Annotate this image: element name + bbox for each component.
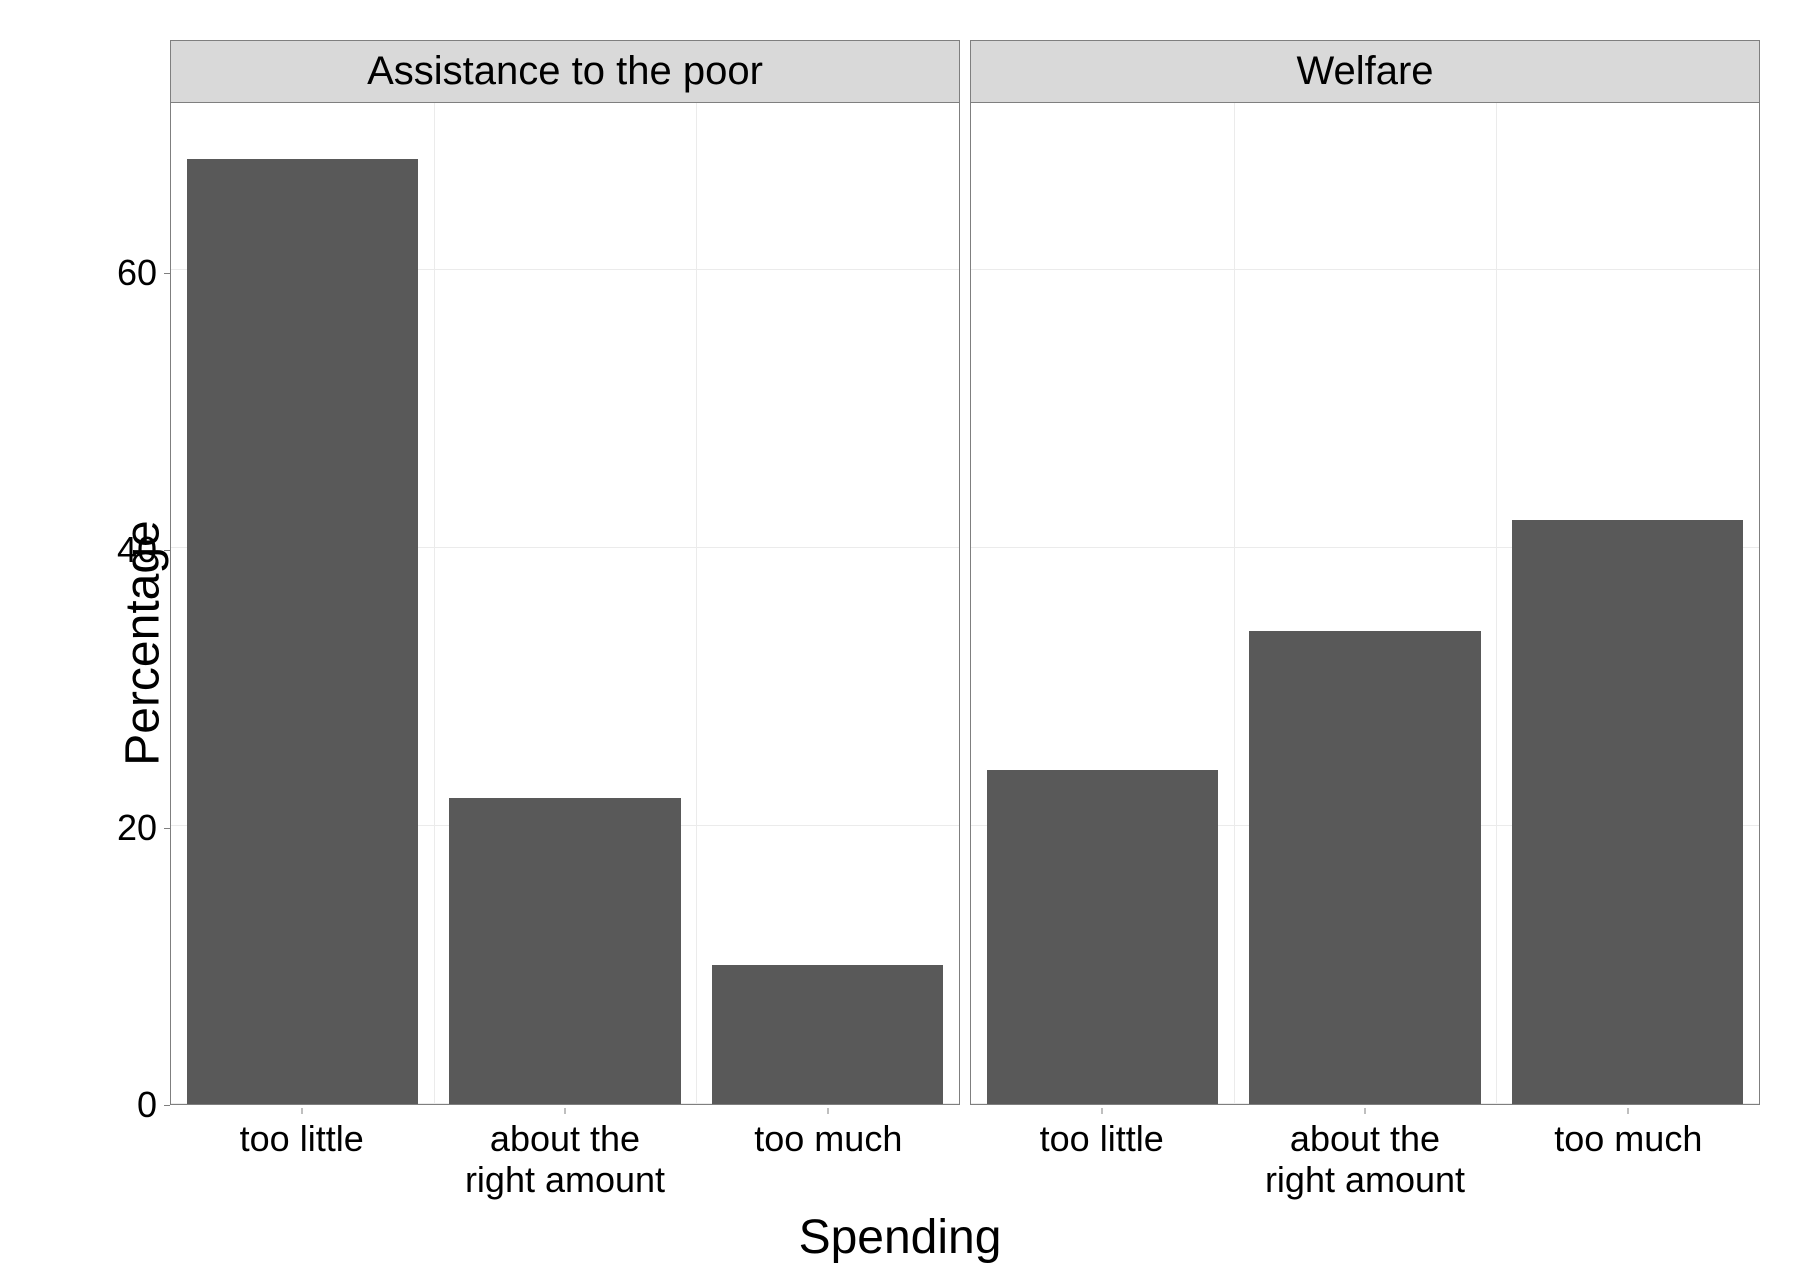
x-tick-mark: [828, 1108, 829, 1114]
gridline-vertical: [434, 103, 435, 1104]
x-tick-group: too little about the right amount too much: [970, 1110, 1760, 1205]
x-axis-title: Spending: [799, 1210, 1002, 1265]
bar: [1249, 631, 1480, 1104]
bar: [449, 798, 680, 1104]
x-tick-mark: [1101, 1108, 1102, 1114]
y-tick-label: 60: [117, 252, 157, 294]
y-tick-label: 40: [117, 529, 157, 571]
faceted-bar-chart: Percentage Spending 0204060 Assistance t…: [0, 0, 1800, 1285]
x-tick-label: too little: [1040, 1118, 1164, 1159]
x-tick-label: about the right amount: [1265, 1118, 1465, 1201]
x-tick-label: too much: [1554, 1118, 1702, 1159]
x-tick-label: about the right amount: [465, 1118, 665, 1201]
bar: [712, 965, 943, 1104]
x-tick-mark: [565, 1108, 566, 1114]
y-tick-label: 20: [117, 807, 157, 849]
facet-strip-label: Welfare: [971, 41, 1759, 103]
bar: [987, 770, 1218, 1104]
y-tick-label: 0: [137, 1084, 157, 1126]
gridline-vertical: [1496, 103, 1497, 1104]
x-axis-ticks: too little about the right amount too much…: [170, 1110, 1760, 1205]
x-tick-label: too much: [754, 1118, 902, 1159]
bar: [187, 159, 418, 1104]
y-axis-ticks: 0204060: [110, 40, 165, 1105]
x-tick-label: too little: [240, 1118, 364, 1159]
gridline-horizontal: [971, 269, 1759, 270]
x-tick-group: too little about the right amount too much: [170, 1110, 960, 1205]
x-tick-mark: [1628, 1108, 1629, 1114]
facet-panel: Welfare: [970, 40, 1760, 1105]
gridline-vertical: [696, 103, 697, 1104]
plot-region: Assistance to the poorWelfare: [170, 40, 1760, 1105]
facet-plot-area: [971, 103, 1759, 1104]
facet-strip-label: Assistance to the poor: [171, 41, 959, 103]
gridline-vertical: [1234, 103, 1235, 1104]
x-tick-mark: [1365, 1108, 1366, 1114]
facet-panel: Assistance to the poor: [170, 40, 960, 1105]
bar: [1512, 520, 1743, 1104]
x-tick-mark: [301, 1108, 302, 1114]
y-tick-mark: [164, 1105, 170, 1106]
facet-plot-area: [171, 103, 959, 1104]
